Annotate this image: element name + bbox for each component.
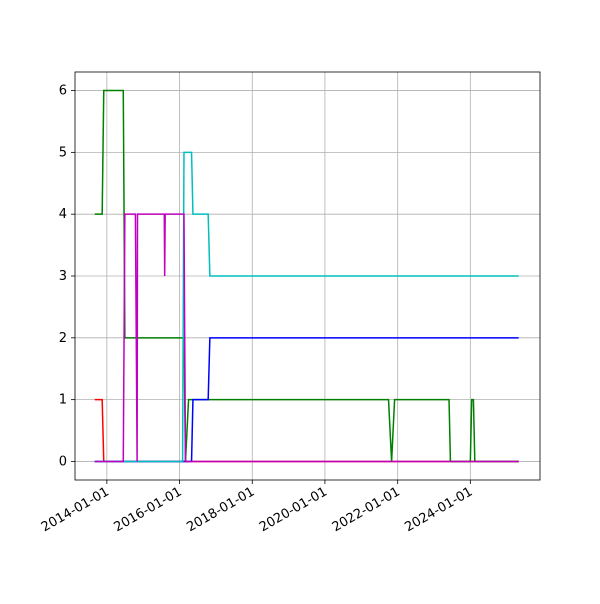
y-tick-label: 2 (59, 331, 67, 346)
x-tick-label: 2018-01-01 (184, 484, 257, 535)
y-tick-label: 6 (59, 84, 67, 99)
x-tick-label: 2016-01-01 (112, 484, 185, 535)
series-line (94, 151, 519, 463)
y-tick-label: 1 (59, 393, 67, 408)
y-tick-label: 5 (59, 145, 67, 160)
x-tick-label: 2014-01-01 (39, 484, 112, 535)
y-tick-label: 4 (59, 207, 67, 222)
plot-frame (74, 71, 541, 481)
x-tick-label: 2020-01-01 (257, 484, 330, 535)
series-line (94, 89, 519, 463)
x-tick-label: 2022-01-01 (330, 484, 403, 535)
x-tick-label: 2024-01-01 (402, 484, 475, 535)
series-line (94, 213, 519, 463)
y-tick-label: 3 (59, 269, 67, 284)
y-tick-label: 0 (59, 454, 67, 469)
series-line (94, 398, 519, 463)
